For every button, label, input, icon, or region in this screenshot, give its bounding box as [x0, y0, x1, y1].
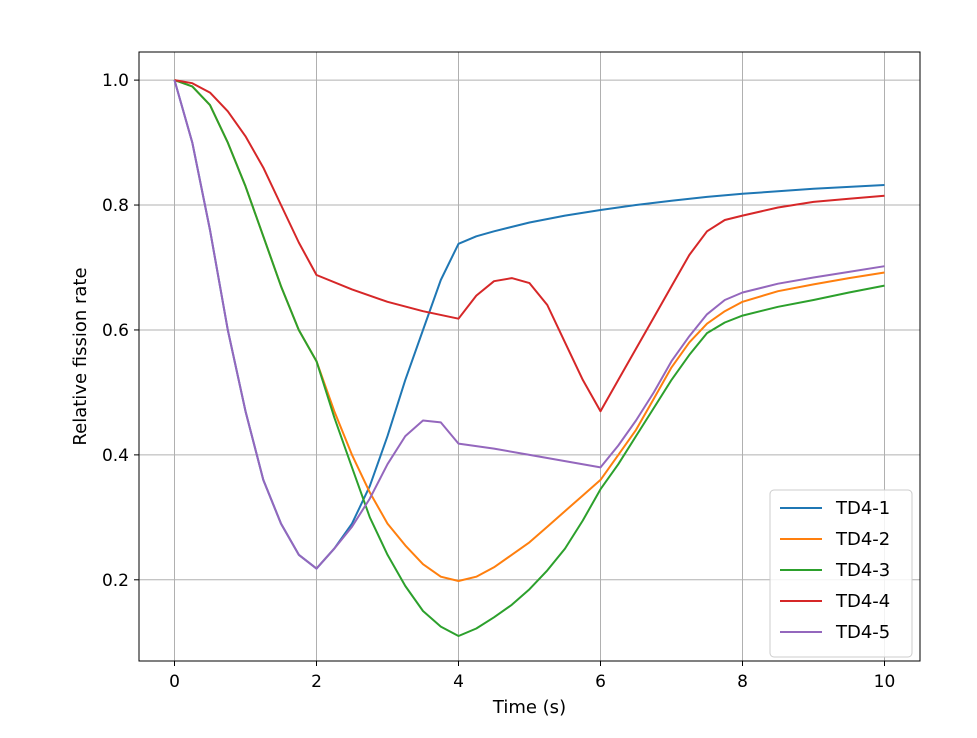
x-axis-label: Time (s)	[492, 697, 566, 718]
legend-box	[769, 489, 913, 658]
y-axis-label: Relative fission rate	[70, 267, 91, 445]
y-tick-label: 0.8	[102, 196, 129, 216]
x-tick-label: 2	[311, 672, 322, 692]
legend: TD4-1 TD4-2 TD4-3 TD4-4 TD4-5	[769, 489, 913, 658]
x-tick-label: 6	[595, 672, 606, 692]
plot-frame	[138, 51, 921, 662]
legend-label: TD4-5	[835, 622, 890, 643]
legend-label: TD4-2	[835, 529, 890, 550]
y-tick-label: 0.4	[102, 446, 129, 466]
legend-label: TD4-1	[835, 498, 890, 519]
axis-ticks: 0 2 4 6 8 10 0.2 0.4 0.6 0.8 1.0	[102, 71, 895, 692]
y-tick-label: 1.0	[102, 71, 129, 91]
legend-label: TD4-4	[835, 591, 890, 612]
y-tick-label: 0.6	[102, 321, 129, 341]
x-tick-label: 8	[737, 672, 748, 692]
x-tick-label: 0	[169, 672, 180, 692]
series-lines	[173, 79, 885, 637]
series-line-4	[174, 79, 885, 413]
series-line-5	[173, 79, 885, 570]
x-tick-label: 10	[874, 672, 896, 692]
y-tick-label: 0.2	[102, 571, 129, 591]
series-line-3	[174, 79, 885, 637]
legend-label: TD4-3	[835, 560, 890, 581]
x-tick-label: 4	[453, 672, 464, 692]
